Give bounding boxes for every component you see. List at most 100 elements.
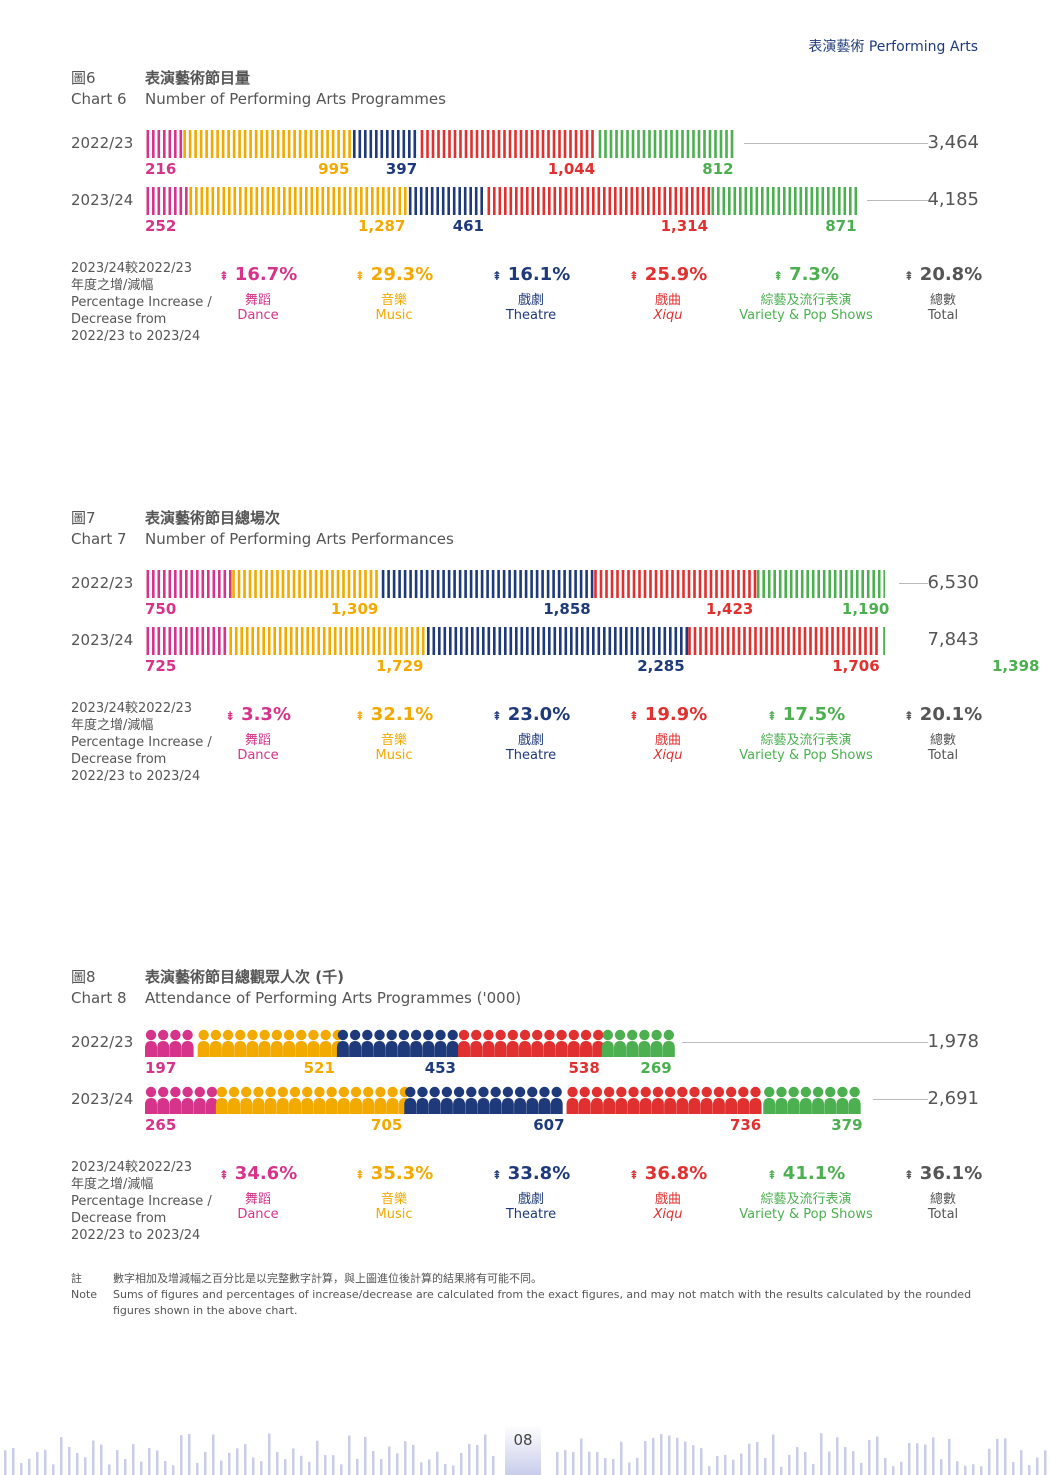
pct-block-label: Percentage Increase / [71, 1194, 212, 1209]
arrow-up-icon: ⇞ [628, 269, 639, 283]
year-label: 2023/24 [71, 191, 134, 209]
bar-segment-dance [146, 570, 232, 598]
pct-category-zh: 音樂 [380, 1192, 407, 1207]
pct-category-en: Theatre [505, 748, 557, 763]
pct-block-label: 年度之增/減幅 [71, 718, 154, 733]
total-value: 4,185 [927, 189, 979, 210]
pct-category-zh: 舞蹈 [244, 733, 271, 748]
pct-value: ⇟ 3.3% [178, 704, 338, 725]
bar-value-xiqu: 736 [729, 1116, 762, 1134]
pct-block-label: Percentage Increase / [71, 295, 212, 310]
bar-value-music: 1,309 [330, 600, 379, 618]
pct-item-total: ⇞ 20.8% 總數 Total [863, 264, 1023, 323]
arrow-up-icon: ⇞ [218, 269, 229, 283]
bar-segment-theatre [353, 130, 417, 158]
bar-segment-theatre [381, 570, 594, 598]
bar-segment-dance [146, 187, 188, 215]
bar-segment-variety [756, 570, 885, 598]
bar-segment-dance [145, 1029, 194, 1057]
pct-value: ⇞ 7.3% [726, 264, 886, 285]
pct-category-en: Dance [237, 748, 279, 763]
note-label-zh: 註 [71, 1272, 82, 1285]
pct-block-label: Decrease from [71, 312, 167, 327]
bar-value-variety: 1,190 [841, 600, 890, 618]
pct-block-label: 2023/24較2022/23 [71, 261, 193, 276]
pct-category-en: Variety & Pop Shows [739, 1207, 873, 1222]
pct-text: 19.9% [644, 704, 708, 725]
pct-value: ⇞ 35.3% [314, 1163, 474, 1184]
chart-title-en: Number of Performing Arts Performances [145, 530, 454, 548]
bar-segment-xiqu [594, 570, 757, 598]
pct-text: 36.1% [919, 1163, 983, 1184]
pct-block-label: Percentage Increase / [71, 735, 212, 750]
stacked-bar-2022-23 [145, 1029, 675, 1057]
pct-item-variety: ⇞ 17.5% 綜藝及流行表演 Variety & Pop Shows [726, 704, 886, 763]
pct-item-xiqu: ⇞ 36.8% 戲曲 Xiqu [588, 1163, 748, 1222]
bar-segment-theatre [404, 1086, 563, 1114]
bar-segment-music [215, 1086, 411, 1114]
arrow-up-icon: ⇞ [491, 269, 502, 283]
pct-text: 36.8% [644, 1163, 708, 1184]
pct-category-en: Music [375, 308, 413, 323]
pct-value: ⇞ 32.1% [314, 704, 474, 725]
note-text-en: Sums of figures and percentages of incre… [113, 1288, 972, 1317]
bar-value-theatre: 1,858 [543, 600, 591, 618]
bar-value-dance: 725 [145, 657, 177, 675]
bar-segment-music [229, 627, 425, 655]
pct-category-en: Xiqu [653, 748, 683, 763]
bar-segment-dance [146, 130, 183, 158]
pct-category-en: Total [927, 748, 959, 763]
total-connector [743, 143, 928, 144]
pct-value: ⇞ 25.9% [588, 264, 748, 285]
chart-number-zh: 圖6 [71, 69, 96, 87]
bar-value-variety: 379 [831, 1116, 863, 1134]
pct-category-en: Music [375, 1207, 413, 1222]
pct-item-music: ⇞ 32.1% 音樂 Music [314, 704, 474, 763]
pct-item-variety: ⇞ 41.1% 綜藝及流行表演 Variety & Pop Shows [726, 1163, 886, 1222]
pct-value: ⇞ 20.1% [863, 704, 1023, 725]
bar-segment-variety [763, 1086, 861, 1114]
pct-text: 33.8% [507, 1163, 571, 1184]
pct-block-label: 2022/23 to 2023/24 [71, 1228, 201, 1243]
bar-value-dance: 252 [145, 217, 177, 235]
pct-item-dance: ⇟ 3.3% 舞蹈 Dance [178, 704, 338, 763]
bar-value-music: 521 [303, 1059, 335, 1077]
pct-item-total: ⇞ 20.1% 總數 Total [863, 704, 1023, 763]
year-label: 2022/23 [71, 134, 134, 152]
bar-value-variety: 1,398 [992, 657, 1040, 675]
chart-title-zh: 表演藝術節目總場次 [145, 509, 281, 527]
pct-category-en: Variety & Pop Shows [739, 748, 873, 763]
pct-item-variety: ⇞ 7.3% 綜藝及流行表演 Variety & Pop Shows [726, 264, 886, 323]
bar-value-dance: 750 [145, 600, 177, 618]
bar-segment-xiqu [487, 187, 711, 215]
pct-value: ⇞ 16.1% [451, 264, 611, 285]
arrow-down-icon: ⇟ [225, 709, 236, 723]
pct-item-theatre: ⇞ 16.1% 戲劇 Theatre [451, 264, 611, 323]
pct-block-label: Decrease from [71, 1211, 167, 1226]
pct-text: 17.5% [782, 704, 846, 725]
section-title-en: Performing Arts [868, 39, 978, 55]
bar-value-music: 1,287 [357, 217, 406, 235]
bar-segment-xiqu [420, 130, 594, 158]
bar-segment-dance [146, 627, 227, 655]
pct-value: ⇞ 41.1% [726, 1163, 886, 1184]
bar-segment-variety [601, 1029, 675, 1057]
bar-value-variety: 812 [702, 160, 734, 178]
pct-block-label: 年度之增/減幅 [71, 1177, 154, 1192]
pct-text: 7.3% [789, 264, 839, 285]
note-text-zh: 數字相加及增減幅之百分比是以完整數字計算，與上圖進位後計算的結果將有可能不同。 [113, 1272, 542, 1285]
pct-value: ⇞ 16.7% [178, 264, 338, 285]
arrow-up-icon: ⇞ [773, 269, 784, 283]
arrow-up-icon: ⇞ [903, 709, 914, 723]
year-label: 2022/23 [71, 1033, 134, 1051]
year-label: 2022/23 [71, 574, 134, 592]
pct-text: 25.9% [644, 264, 708, 285]
pct-category-zh: 舞蹈 [244, 1192, 271, 1207]
bar-value-dance: 197 [145, 1059, 177, 1077]
arrow-up-icon: ⇞ [628, 1168, 639, 1182]
pct-item-dance: ⇞ 34.6% 舞蹈 Dance [178, 1163, 338, 1222]
total-value: 2,691 [927, 1088, 979, 1109]
bar-value-theatre: 453 [424, 1059, 456, 1077]
bar-value-music: 995 [318, 160, 350, 178]
chart-title-en: Number of Performing Arts Programmes [145, 90, 446, 108]
